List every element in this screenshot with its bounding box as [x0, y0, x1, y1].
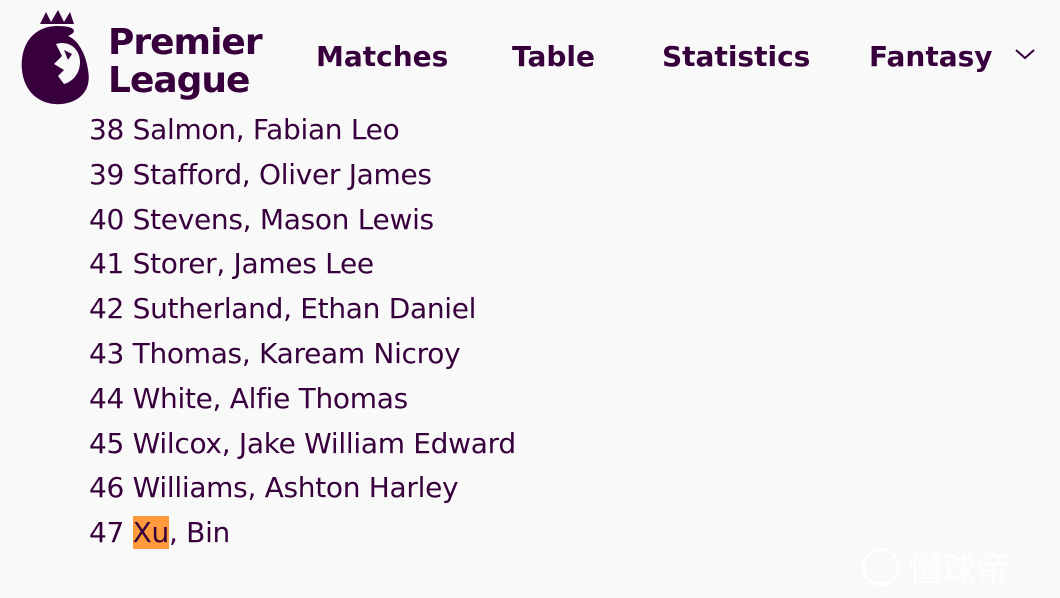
- player-name: Wilcox, Jake William Edward: [132, 426, 516, 460]
- player-name: Williams, Ashton Harley: [132, 471, 459, 505]
- player-number: 39: [89, 157, 125, 191]
- list-item: 40 Stevens, Mason Lewis: [89, 198, 516, 243]
- site-header: Premier League Matches Table Statistics …: [0, 0, 1060, 118]
- watermark-text: 懂球帝: [908, 550, 1010, 590]
- list-item: 46 Williams, Ashton Harley: [89, 466, 516, 511]
- nav-fantasy[interactable]: Fantasy: [869, 40, 993, 73]
- player-name: Sutherland, Ethan Daniel: [132, 292, 477, 326]
- player-number: 43: [89, 336, 125, 370]
- player-name: Thomas, Kaream Nicroy: [132, 336, 461, 370]
- list-item-highlighted: 47 Xu, Bin: [89, 511, 516, 556]
- logo-line-2: League: [108, 60, 250, 101]
- chevron-down-icon[interactable]: [1014, 46, 1036, 62]
- search-highlight: Xu: [132, 516, 169, 550]
- nav-table[interactable]: Table: [512, 40, 596, 73]
- list-item: 41 Storer, James Lee: [89, 242, 516, 287]
- player-number: 44: [89, 381, 125, 415]
- logo-wordmark: Premier League: [108, 22, 263, 101]
- player-number: 47: [89, 516, 125, 550]
- lion-crest-icon: [21, 10, 89, 105]
- list-item: 42 Sutherland, Ethan Daniel: [89, 287, 516, 332]
- player-number: 38: [89, 113, 125, 146]
- squad-list: 38 Salmon, Fabian Leo 39 Stafford, Olive…: [89, 108, 516, 556]
- nav-matches[interactable]: Matches: [316, 40, 449, 73]
- premier-league-logo[interactable]: Premier League: [18, 10, 263, 110]
- player-number: 46: [89, 471, 125, 505]
- player-name: Stevens, Mason Lewis: [132, 202, 435, 236]
- player-number: 45: [89, 426, 125, 460]
- player-name: Stafford, Oliver James: [132, 157, 432, 191]
- player-name-rest: , Bin: [168, 516, 231, 550]
- player-name: Salmon, Fabian Leo: [132, 113, 400, 146]
- list-item: 45 Wilcox, Jake William Edward: [89, 422, 516, 467]
- list-item: 43 Thomas, Kaream Nicroy: [89, 332, 516, 377]
- player-name: Storer, James Lee: [132, 247, 374, 281]
- watermark: 懂球帝: [862, 542, 1010, 591]
- nav-statistics[interactable]: Statistics: [662, 40, 811, 73]
- player-number: 40: [89, 202, 125, 236]
- list-item: 38 Salmon, Fabian Leo: [89, 108, 516, 153]
- football-icon: [862, 547, 900, 586]
- player-number: 42: [89, 292, 125, 326]
- player-number: 41: [89, 247, 125, 281]
- player-name: White, Alfie Thomas: [132, 381, 409, 415]
- list-item: 44 White, Alfie Thomas: [89, 377, 516, 422]
- logo-line-1: Premier: [108, 22, 263, 63]
- list-item: 39 Stafford, Oliver James: [89, 153, 516, 198]
